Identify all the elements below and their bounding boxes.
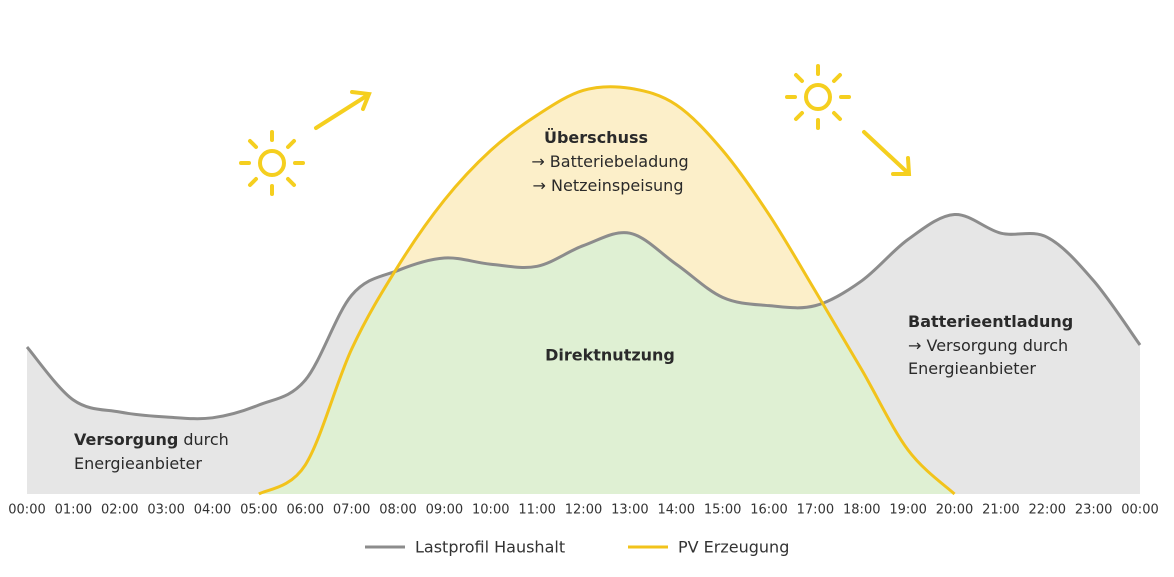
x-tick-label: 10:00 — [472, 503, 509, 518]
legend: Lastprofil Haushalt PV Erzeugung — [365, 538, 789, 557]
x-tick-label: 15:00 — [704, 503, 741, 518]
annotation: Versorgung durch Energieanbieter — [74, 430, 229, 473]
areas — [27, 86, 1140, 495]
arrow-down — [862, 130, 912, 176]
sun-left — [239, 130, 305, 196]
sun-right — [785, 64, 851, 130]
x-tick-label: 19:00 — [889, 503, 926, 518]
x-tick-label: 07:00 — [333, 503, 370, 518]
x-tick-label: 16:00 — [750, 503, 787, 518]
annotation-line: → Versorgung durch — [908, 336, 1068, 355]
annotation-title: Überschuss — [544, 128, 648, 147]
x-tick-label: 21:00 — [982, 503, 1019, 518]
annotation: Überschuss → Batteriebeladung → Netzeinspe… — [531, 128, 688, 195]
arrow-up — [314, 90, 372, 130]
x-tick-label: 02:00 — [101, 503, 138, 518]
x-tick-label: 05:00 — [240, 503, 277, 518]
x-tick-label: 14:00 — [658, 503, 695, 518]
annotation: Batterieentladung → Versorgung durch Energ… — [908, 312, 1073, 378]
x-tick-label: 18:00 — [843, 503, 880, 518]
x-axis: 00:00 01:00 02:00 03:00 04:00 05:00 06:00 07:00… — [8, 503, 1158, 518]
annotation-title-rest: durch — [183, 430, 228, 449]
x-tick-label: 17:00 — [797, 503, 834, 518]
annotation-title: Direktnutzung — [545, 346, 675, 365]
x-tick-label: 06:00 — [287, 503, 324, 518]
line — [258, 85, 956, 496]
legend-label: PV Erzeugung — [678, 538, 789, 557]
x-tick-label: 08:00 — [379, 503, 416, 518]
x-tick-label: 20:00 — [936, 503, 973, 518]
x-tick-label: 23:00 — [1075, 503, 1112, 518]
lines — [25, 85, 1142, 496]
annotation-line: → Netzeinspeisung — [533, 176, 684, 195]
annotation-title: Batterieentladung — [908, 312, 1073, 331]
x-tick-label: 00:00 — [8, 503, 45, 518]
x-tick-label: 11:00 — [518, 503, 555, 518]
x-tick-label: 00:00 — [1121, 503, 1158, 518]
legend-label: Lastprofil Haushalt — [415, 538, 565, 557]
annotation-title: Versorgung — [74, 430, 178, 449]
x-tick-label: 09:00 — [426, 503, 463, 518]
x-tick-label: 22:00 — [1029, 503, 1066, 518]
annotation-line: → Batteriebeladung — [531, 152, 688, 171]
x-tick-label: 01:00 — [55, 503, 92, 518]
x-tick-label: 12:00 — [565, 503, 602, 518]
x-tick-label: 03:00 — [147, 503, 184, 518]
annotation-line: Energieanbieter — [74, 454, 202, 473]
x-tick-label: 13:00 — [611, 503, 648, 518]
x-tick-label: 04:00 — [194, 503, 231, 518]
annotation-line: Energieanbieter — [908, 359, 1036, 378]
line — [25, 213, 1142, 421]
